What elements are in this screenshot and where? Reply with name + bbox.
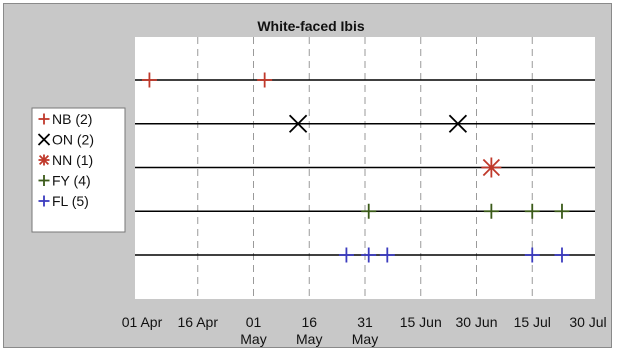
data-point — [257, 72, 273, 88]
legend-marker — [37, 133, 51, 146]
legend-marker — [38, 113, 50, 125]
x-tick-label: May — [240, 331, 266, 347]
x-tick-label: 15 Jun — [400, 314, 442, 330]
x-tick-label: 16 — [301, 314, 317, 330]
data-point — [379, 247, 395, 263]
data-point — [524, 247, 540, 263]
data-point — [361, 247, 377, 263]
data-point — [288, 114, 308, 133]
legend-entry-label: NB (2) — [52, 111, 92, 127]
x-tick-label: 31 — [357, 314, 373, 330]
legend-entry-label: FL (5) — [52, 193, 89, 209]
legend-entry-label: ON (2) — [52, 132, 94, 148]
x-tick-label: 30 Jul — [569, 314, 606, 330]
x-tick-label: 30 Jun — [455, 314, 497, 330]
data-point — [554, 203, 570, 219]
data-point — [483, 203, 499, 219]
data-point — [524, 203, 540, 219]
data-point — [141, 72, 157, 88]
data-point — [338, 247, 354, 263]
x-tick-label: 15 Jul — [514, 314, 551, 330]
legend-marker — [38, 154, 50, 166]
legend-marker — [38, 175, 50, 186]
data-point — [481, 157, 502, 178]
x-tick-label: May — [296, 331, 322, 347]
data-point — [448, 114, 468, 133]
legend-entry-label: NN (1) — [52, 152, 93, 168]
legend-marker — [38, 195, 50, 207]
x-tick-label: 16 Apr — [178, 314, 219, 330]
legend: NB (2) ON (2) NN (1) FY (4) FL (5) — [37, 111, 94, 209]
data-point — [361, 203, 377, 219]
chart-title: White-faced Ibis — [257, 18, 365, 34]
legend-entry-label: FY (4) — [52, 173, 91, 189]
x-tick-label: May — [352, 331, 378, 347]
data-points — [141, 72, 570, 263]
x-tick-label: 01 — [246, 314, 262, 330]
legend-box — [31, 107, 126, 233]
x-tick-label: 01 Apr — [122, 314, 163, 330]
data-point — [554, 247, 570, 263]
